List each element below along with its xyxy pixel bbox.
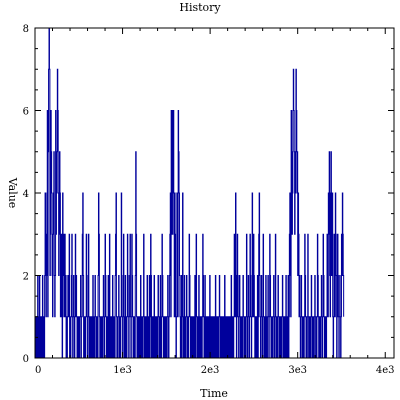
y-tick-label: 4: [23, 189, 29, 200]
x-tick-label: 4e3: [376, 365, 395, 376]
y-tick-label: 2: [23, 272, 29, 283]
x-tick-label: 0: [35, 365, 41, 376]
x-axis-label: Time: [200, 387, 228, 400]
x-tick-label: 1e3: [113, 365, 132, 376]
ticks-layer: 0 1e3 2e3 3e3 4e3 0 2 4 6 8: [23, 24, 395, 376]
x-tick-label: 2e3: [201, 365, 220, 376]
y-tick-label: 8: [23, 24, 29, 35]
y-tick-label: 0: [23, 354, 29, 365]
y-tick-label: 6: [23, 107, 29, 118]
chart-title: History: [179, 1, 221, 14]
y-axis-label: Value: [6, 177, 19, 209]
x-tick-label: 3e3: [288, 365, 307, 376]
